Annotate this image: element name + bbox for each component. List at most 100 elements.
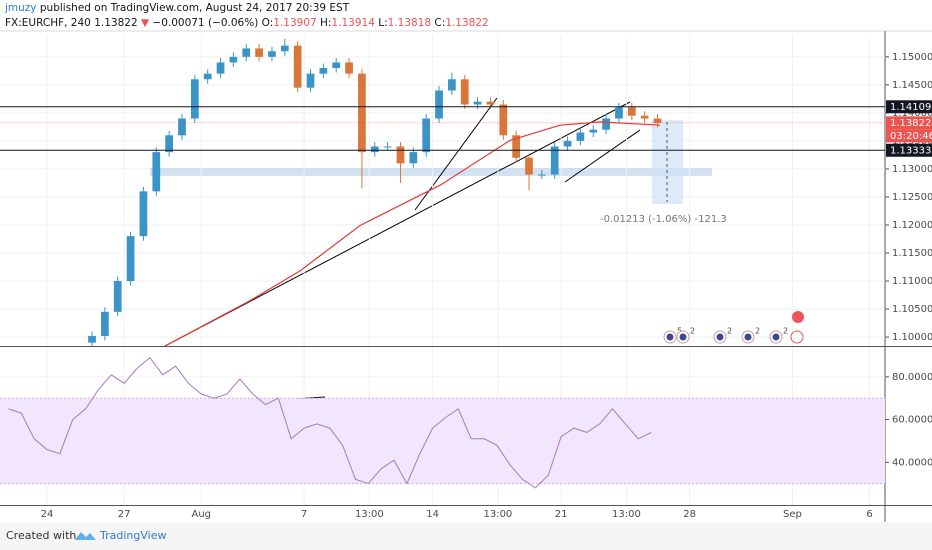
rsi-band (0, 398, 885, 484)
event-count: 2 (755, 327, 760, 336)
candle-body (602, 118, 610, 130)
candle-body (203, 73, 212, 80)
last-price: 1.13822 (94, 17, 137, 29)
ohlc-label: H: (320, 17, 331, 29)
candle-body (358, 73, 366, 153)
candle-body (319, 68, 328, 74)
event-count: 2 (690, 327, 695, 336)
y-tick-label: 1.10000 (892, 332, 932, 343)
candle-body (268, 51, 276, 57)
countdown: 03:20:46 (890, 131, 932, 142)
candle-body (139, 191, 148, 237)
event-count: 2 (783, 327, 788, 336)
candle-body (460, 79, 469, 105)
candle-body (589, 129, 598, 133)
candle-body (512, 135, 520, 158)
event-icon[interactable] (790, 330, 804, 344)
x-tick-label: 21 (555, 509, 568, 520)
event-icon[interactable] (792, 311, 804, 323)
arrow: ▼ (141, 17, 150, 29)
candle-body (550, 146, 559, 175)
footer (0, 523, 932, 550)
ohlc: O:1.13907 H:1.13914 L:1.13818 C:1.13822 (262, 17, 489, 29)
candle-body (422, 118, 431, 153)
event-count: 2 (727, 327, 732, 336)
candle-body (383, 146, 392, 148)
trend-line (564, 129, 641, 183)
candle-body (653, 118, 662, 123)
price-label-box (886, 100, 932, 114)
candle-body (409, 152, 418, 164)
rsi-plot (0, 347, 885, 505)
footer-text: Created with (6, 529, 76, 542)
candle-body (345, 62, 353, 74)
candle-body (615, 107, 623, 119)
price-plot: -0.01213 (-1.06%) -121.35 2 2 2 2 (0, 35, 885, 346)
y-tick-label: 1.14500 (892, 80, 932, 91)
y-tick-label: 1.13000 (892, 164, 932, 175)
ohlc-label: L: (378, 17, 387, 29)
x-tick-label: 13:00 (355, 509, 384, 520)
candle-body (332, 62, 341, 69)
event-icon-core (772, 333, 780, 341)
candle-body (280, 45, 289, 52)
ohlc-value: 1.13914 (331, 17, 375, 29)
candle-body (242, 48, 251, 57)
change: −0.00071 (−0.06%) (152, 17, 258, 29)
y-tick-label: 80.0000 (892, 372, 932, 383)
ohlc-label: C: (434, 17, 445, 29)
header-line: jmuzy published on TradingView.com, Augu… (4, 2, 350, 14)
candle-body (473, 101, 482, 105)
candle-body (627, 107, 636, 116)
x-tick-label: 6 (866, 509, 872, 520)
candle-body (178, 118, 186, 136)
ohlc-label: O: (262, 17, 274, 29)
candle-body (88, 335, 96, 343)
y-tick-label: 40.0000 (892, 457, 932, 468)
candle-body (537, 174, 546, 176)
event-icon-core (744, 333, 752, 341)
y-tick-label: 1.11000 (892, 276, 932, 287)
y-tick-label: 1.12500 (892, 192, 932, 203)
overlays: 1.14109 1.13822 03:20:46 1.13333 (886, 100, 932, 157)
symbol: FX:EURCHF, 240 (5, 17, 91, 29)
y-tick-label: 1.12000 (892, 220, 932, 231)
candle-body (165, 135, 173, 153)
y-tick-label: 1.14000 (892, 108, 932, 119)
event-icon-core (716, 333, 724, 341)
candle-body (525, 157, 533, 175)
candle-body (152, 152, 161, 192)
candle-body (190, 79, 199, 119)
measure-box (652, 120, 683, 204)
y-tick-label: 1.10500 (892, 304, 932, 315)
candle-body (113, 280, 122, 312)
rsi-line (8, 356, 652, 489)
published: published on TradingView.com, August 24,… (40, 2, 350, 14)
candle-body (306, 73, 315, 88)
price-label-box (886, 143, 932, 157)
event-icon-core (666, 333, 674, 341)
candle-body (101, 311, 109, 336)
x-tick-label: Aug (191, 509, 211, 520)
x-tick-label: 13:00 (483, 509, 512, 520)
zone (150, 168, 712, 176)
y-tick-label: 1.11500 (892, 248, 932, 259)
event-icon-core (679, 333, 687, 341)
event-count: 5 (677, 327, 682, 336)
footer-brand[interactable]: TradingView (99, 529, 166, 542)
candle-body (229, 56, 238, 63)
candle-body (216, 62, 225, 74)
candle-body (435, 90, 443, 119)
candle-body (293, 45, 302, 88)
x-tick-label: 28 (683, 509, 696, 520)
price-label: 1.13333 (890, 145, 931, 156)
author[interactable]: jmuzy (4, 2, 37, 14)
ohlc-value: 1.13818 (388, 17, 431, 29)
countdown-box (886, 129, 932, 143)
price-label-box (886, 116, 932, 130)
x-tick-label: 27 (118, 509, 131, 520)
x-tick-label: 14 (426, 509, 439, 520)
symbol-line: FX:EURCHF, 240 1.13822 ▼ −0.00071 (−0.06… (5, 17, 489, 29)
candle-body (370, 146, 379, 153)
y-tick-label: 1.15000 (892, 52, 932, 63)
